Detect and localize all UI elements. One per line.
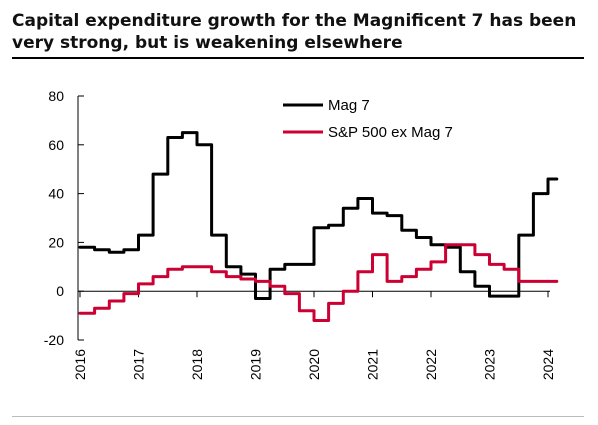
bottom-divider xyxy=(12,416,584,417)
x-tick-label: 2023 xyxy=(482,349,498,380)
y-tick-label: 60 xyxy=(48,137,64,153)
y-tick-label: 80 xyxy=(48,88,64,104)
y-tick-label: 20 xyxy=(48,234,64,250)
chart-axes: -20 0 20 40 60 80 2016 2017 2018 2019 2020 2021 2022… xyxy=(44,88,556,380)
x-tick-label: 2020 xyxy=(306,349,322,380)
legend-mag7-label: Mag 7 xyxy=(328,97,370,114)
chart-title-line-2: very strong, but is weakening elsewhere xyxy=(12,33,403,53)
chart-title: Capital expenditure growth for the Magni… xyxy=(12,10,582,54)
x-tick-label: 2022 xyxy=(423,349,439,380)
x-tick-label: 2016 xyxy=(72,349,88,380)
chart-title-line-1: Capital expenditure growth for the Magni… xyxy=(12,11,577,31)
y-tick-label: 40 xyxy=(48,186,64,202)
x-tick-label: 2021 xyxy=(365,349,381,380)
x-tick-label: 2017 xyxy=(131,349,147,380)
series-line-mag7 xyxy=(78,131,559,300)
title-divider xyxy=(12,57,584,59)
x-tick-label: 2019 xyxy=(248,349,264,380)
y-tick-label: -20 xyxy=(44,332,64,348)
chart-series xyxy=(78,131,559,322)
y-tick-label: 0 xyxy=(56,283,64,299)
series-line-sp500-ex-mag7 xyxy=(78,243,559,322)
x-tick-label: 2018 xyxy=(189,349,205,380)
x-tick-label: 2024 xyxy=(540,349,556,380)
chart-legend: Mag 7 S&P 500 ex Mag 7 xyxy=(283,97,453,141)
legend-sp500-ex-mag7-label: S&P 500 ex Mag 7 xyxy=(328,124,453,141)
